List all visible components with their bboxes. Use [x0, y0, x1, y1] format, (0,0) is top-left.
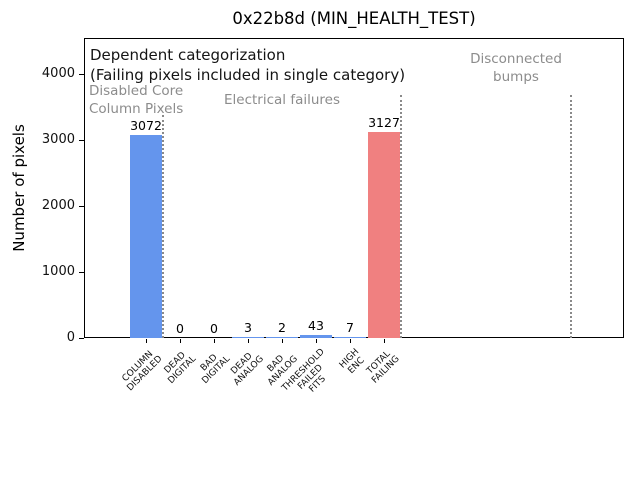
- x-tick-mark: [180, 339, 181, 343]
- bar-value-label: 0: [210, 321, 218, 336]
- x-tick-label: DEAD DIGITAL: [162, 350, 199, 387]
- bar: [368, 131, 400, 338]
- x-tick-mark: [146, 339, 147, 343]
- y-tick-mark: [79, 205, 84, 207]
- guide-line: [400, 95, 402, 338]
- x-tick-mark: [350, 339, 351, 343]
- x-tick-label: BAD DIGITAL: [198, 352, 233, 387]
- y-tick-mark: [79, 271, 84, 273]
- y-tick-label: 3000: [41, 131, 75, 147]
- y-tick-mark: [79, 73, 84, 75]
- x-tick-label: HIGH ENC: [337, 347, 367, 377]
- plot-area: [84, 38, 624, 338]
- annotation-electrical-failures: Electrical failures: [223, 92, 341, 108]
- guide-line: [162, 115, 164, 338]
- bar-value-label: 43: [308, 318, 324, 334]
- y-axis-label: Number of pixels: [10, 124, 28, 252]
- bar-value-label: 0: [176, 321, 184, 336]
- x-tick-mark: [214, 339, 215, 343]
- x-tick-mark: [282, 339, 283, 343]
- bar-value-label: 3: [244, 320, 252, 336]
- annotation-disabled-core-column-pixels: Disabled Core Column Pixels: [89, 83, 184, 117]
- guide-line: [570, 95, 572, 338]
- y-tick-label: 1000: [41, 263, 75, 279]
- bar-value-label: 7: [346, 320, 354, 336]
- bar-value-label: 3127: [368, 114, 400, 130]
- bar: [300, 335, 332, 338]
- bar: [130, 135, 162, 338]
- x-tick-label: TOTAL FAILING: [365, 349, 403, 386]
- bar-value-label: 3072: [130, 118, 162, 134]
- y-tick-mark: [79, 338, 84, 339]
- x-tick-mark: [384, 339, 385, 343]
- x-tick-mark: [316, 339, 317, 343]
- x-tick-label: COLUMN DISABLED: [120, 349, 165, 394]
- bar: [334, 337, 366, 338]
- bar: [232, 337, 264, 338]
- y-tick-mark: [79, 139, 84, 141]
- annotation-dependent-categorization: Dependent categorization: [90, 46, 286, 64]
- y-tick-label: 4000: [41, 65, 75, 81]
- bar: [266, 337, 298, 338]
- x-tick-mark: [248, 339, 249, 343]
- chart-title: 0x22b8d (MIN_HEALTH_TEST): [232, 9, 476, 28]
- y-tick-label: 0: [66, 330, 75, 345]
- annotation-disconnected-bumps: Disconnected bumps: [470, 51, 562, 85]
- bar-value-label: 2: [278, 320, 286, 336]
- x-tick-label: DEAD ANALOG: [229, 351, 267, 388]
- annotation-failing-pixels-note: (Failing pixels included in single categ…: [90, 66, 406, 84]
- y-tick-label: 2000: [41, 197, 75, 213]
